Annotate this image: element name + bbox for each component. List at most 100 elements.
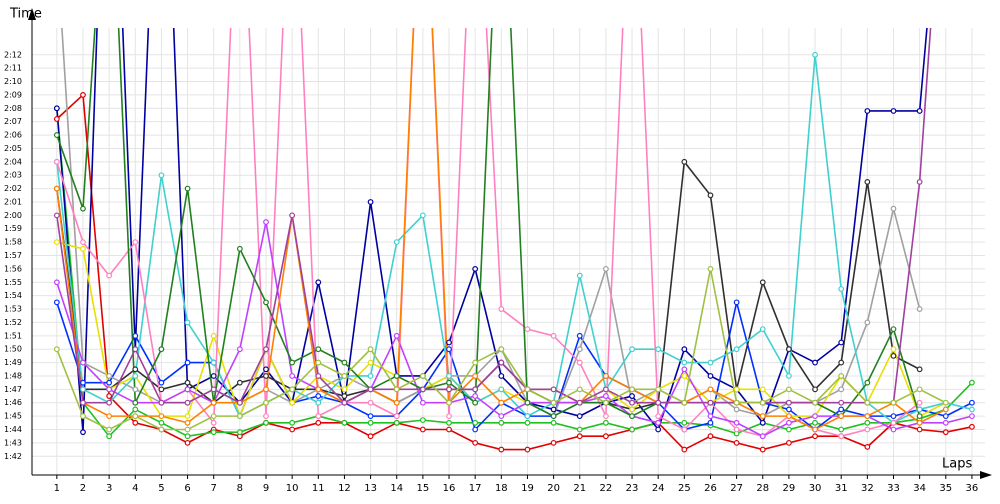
lap-point <box>681 399 688 406</box>
lap-point <box>132 419 139 426</box>
lap-point <box>498 346 505 353</box>
lap-point <box>289 212 296 219</box>
lap-point <box>106 433 113 440</box>
y-tick-label: 1:48 <box>4 371 22 380</box>
lap-point <box>53 346 60 353</box>
lap-point <box>158 399 165 406</box>
x-axis-title: Laps <box>942 457 972 472</box>
lap-point <box>916 419 923 426</box>
lap-point <box>655 419 662 426</box>
x-tick-label: 1 <box>54 483 60 494</box>
y-tick-label: 1:44 <box>4 425 22 434</box>
lap-point <box>524 386 531 393</box>
x-tick-label: 12 <box>338 483 351 494</box>
x-tick-label: 26 <box>704 483 717 494</box>
lap-point <box>707 373 714 379</box>
x-tick-label: 22 <box>600 483 613 494</box>
x-tick-label: 17 <box>469 483 482 494</box>
x-tick-label: 23 <box>626 483 639 494</box>
lap-point <box>132 406 139 413</box>
lap-point <box>236 413 243 420</box>
lap-point <box>132 386 139 393</box>
y-tick-label: 1:50 <box>4 345 22 354</box>
lap-point <box>864 413 871 420</box>
lap-point <box>419 373 426 379</box>
x-tick-label: 35 <box>939 483 952 494</box>
lap-point <box>524 326 531 333</box>
y-tick-label: 1:45 <box>4 412 22 421</box>
series-line <box>56 108 973 438</box>
y-tick-label: 1:43 <box>4 438 22 447</box>
lap-point <box>184 426 191 433</box>
x-tick-label: 2 <box>80 483 86 494</box>
lap-point <box>498 413 505 420</box>
lap-point <box>289 419 296 426</box>
lap-point <box>184 419 191 426</box>
lap-point <box>890 413 897 420</box>
lap-point <box>602 399 609 406</box>
x-tick-label: 7 <box>211 483 217 494</box>
x-tick-label: 15 <box>417 483 430 494</box>
y-tick-label: 2:10 <box>4 77 22 86</box>
lap-point <box>602 413 609 420</box>
lap-point <box>707 192 714 199</box>
lap-point <box>184 399 191 406</box>
lap-point <box>263 413 269 420</box>
lap-point <box>916 179 923 185</box>
lap-point <box>759 433 766 440</box>
lap-point <box>184 439 191 446</box>
lap-point <box>733 439 740 446</box>
lap-point <box>969 379 975 386</box>
lap-point <box>838 386 845 393</box>
lap-point <box>942 413 949 420</box>
lap-point <box>812 419 818 426</box>
lap-point <box>812 386 818 393</box>
lap-point <box>472 373 479 379</box>
lap-point <box>446 413 452 420</box>
x-tick-label: 5 <box>158 483 164 494</box>
lap-point <box>80 205 86 212</box>
y-tick-label: 1:54 <box>4 291 22 300</box>
lap-point <box>707 386 714 393</box>
lap-point <box>655 346 662 353</box>
lap-point <box>890 346 897 353</box>
lap-point <box>524 399 531 406</box>
lap-point <box>838 413 845 420</box>
lap-point <box>733 406 740 413</box>
lap-point <box>158 386 165 393</box>
lap-point <box>550 332 557 339</box>
lap-point <box>419 417 426 424</box>
lap-point <box>890 108 897 114</box>
y-axis-arrow <box>28 8 36 20</box>
lap-point <box>419 426 426 433</box>
lap-point <box>655 426 662 433</box>
lap-point <box>969 413 975 420</box>
lap-point <box>80 429 86 436</box>
x-tick-label: 27 <box>730 483 743 494</box>
lap-point <box>367 359 374 366</box>
x-tick-label: 18 <box>495 483 508 494</box>
lap-point <box>472 399 479 406</box>
lap-point <box>916 366 923 373</box>
y-tick-label: 1:51 <box>4 331 22 340</box>
lap-point <box>263 419 269 426</box>
lap-point <box>786 386 792 393</box>
x-tick-label: 10 <box>286 483 299 494</box>
lap-point <box>864 319 871 326</box>
lap-point <box>472 386 479 393</box>
x-tick-label: 6 <box>184 483 190 494</box>
y-tick-label: 1:46 <box>4 398 22 407</box>
lap-point <box>106 373 113 379</box>
lap-point <box>629 413 635 420</box>
lap-point <box>393 386 400 393</box>
series-line <box>56 302 973 432</box>
y-tick-label: 1:49 <box>4 358 22 367</box>
series-line <box>56 221 973 438</box>
x-tick-label: 30 <box>809 483 822 494</box>
lap-point <box>53 299 60 306</box>
plot-area <box>53 28 975 453</box>
lap-point <box>210 413 217 420</box>
lap-point <box>629 426 635 433</box>
lap-point <box>210 332 217 339</box>
lap-point <box>602 373 609 379</box>
